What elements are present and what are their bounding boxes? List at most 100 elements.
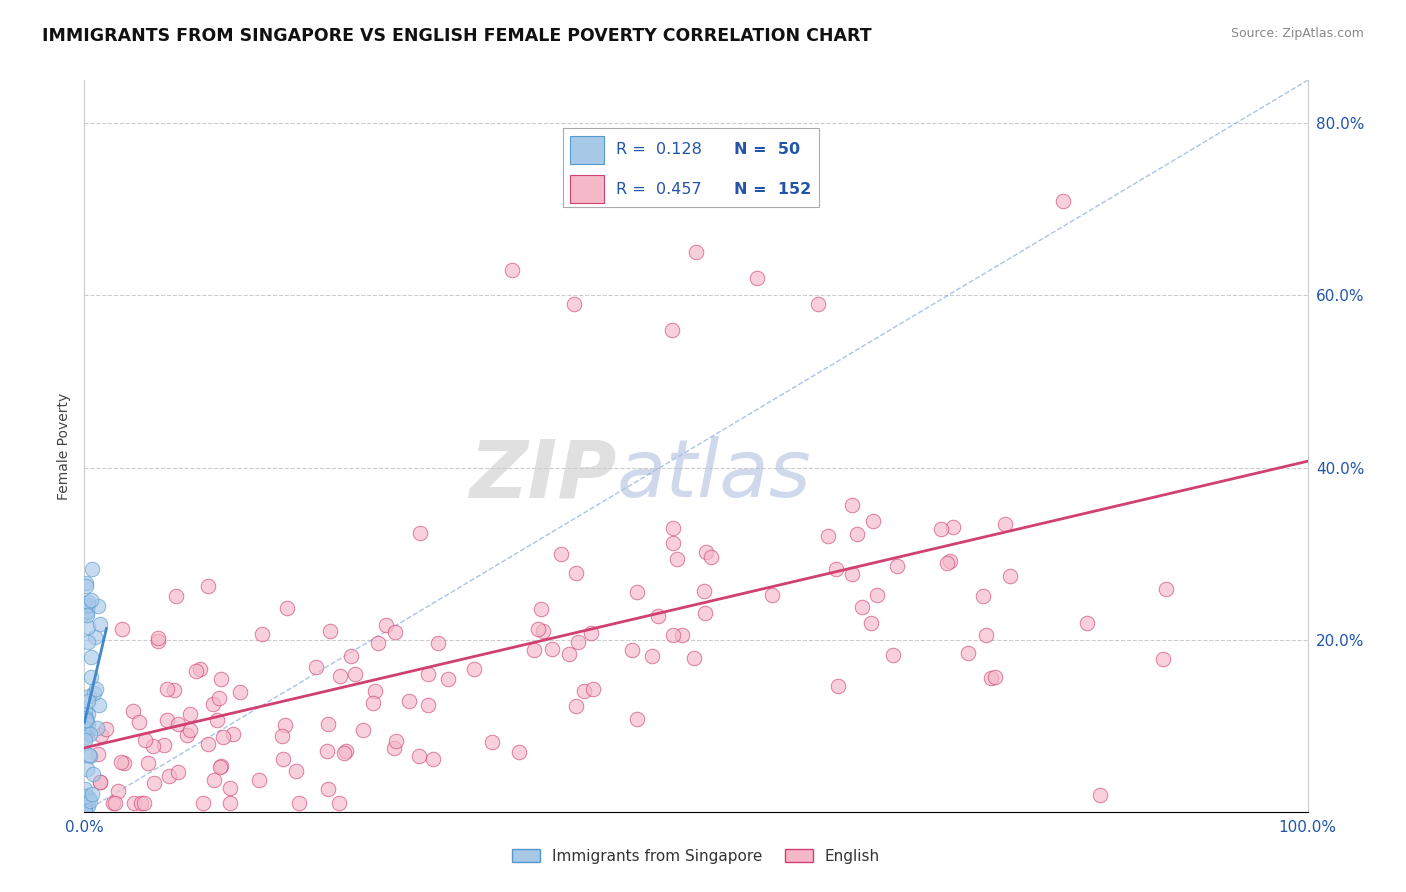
Point — [73, 804, 96, 818]
Point — [416, 698, 439, 713]
Point — [79, 670, 101, 684]
Point — [807, 297, 830, 311]
Point — [846, 526, 869, 541]
Point — [931, 522, 953, 536]
Point — [1088, 788, 1111, 802]
Point — [983, 670, 1005, 684]
Point — [142, 739, 165, 753]
Point — [567, 635, 589, 649]
Point — [75, 804, 97, 818]
Point — [101, 796, 124, 810]
Point — [76, 619, 98, 633]
Point — [87, 747, 110, 761]
Point — [437, 672, 460, 686]
Point — [134, 796, 156, 810]
Point — [75, 579, 97, 593]
Point — [148, 634, 170, 648]
Point — [976, 628, 998, 642]
Point — [994, 517, 1017, 532]
Point — [550, 547, 572, 561]
Point — [564, 566, 586, 580]
Point — [157, 769, 180, 783]
Point — [179, 723, 201, 737]
Point — [352, 723, 374, 738]
Point — [572, 684, 595, 698]
Point — [129, 796, 152, 810]
Point — [104, 796, 127, 810]
Point — [502, 262, 524, 277]
Point — [565, 698, 588, 713]
Point — [89, 775, 111, 789]
Point — [76, 595, 98, 609]
Point — [827, 679, 849, 693]
Point — [77, 689, 100, 703]
Point — [80, 649, 103, 664]
Point — [328, 796, 350, 810]
Point — [882, 648, 904, 663]
Point — [89, 698, 111, 712]
Point — [886, 559, 908, 574]
Point — [956, 647, 979, 661]
Point — [683, 651, 706, 665]
Point — [316, 717, 339, 731]
Point — [841, 567, 863, 582]
Point — [747, 271, 769, 285]
Point — [76, 707, 98, 722]
Point — [83, 631, 105, 645]
Point — [73, 721, 96, 735]
Point — [665, 551, 688, 566]
Point — [329, 669, 352, 683]
Point — [107, 784, 129, 798]
Point — [862, 514, 884, 528]
Point — [621, 643, 644, 657]
Point — [384, 625, 406, 640]
Point — [76, 608, 98, 623]
Point — [340, 649, 363, 664]
Point — [165, 589, 187, 603]
Point — [75, 723, 97, 737]
Point — [110, 755, 132, 769]
Point — [76, 604, 98, 618]
Point — [176, 728, 198, 742]
Point — [89, 616, 111, 631]
Point — [191, 796, 214, 810]
Point — [866, 588, 889, 602]
Point — [76, 799, 98, 814]
Text: N =  152: N = 152 — [734, 182, 811, 197]
Point — [205, 713, 228, 727]
Point — [134, 733, 156, 747]
Point — [83, 686, 105, 700]
Point — [86, 721, 108, 735]
Point — [143, 776, 166, 790]
Point — [579, 626, 602, 640]
Point — [938, 554, 960, 568]
Point — [288, 796, 311, 810]
Point — [212, 731, 235, 745]
Point — [398, 694, 420, 708]
Point — [385, 733, 408, 747]
Point — [817, 529, 839, 543]
Point — [79, 727, 101, 741]
Point — [76, 762, 98, 776]
Point — [695, 607, 717, 621]
Point — [1076, 615, 1098, 630]
Point — [156, 713, 179, 727]
Point — [361, 696, 384, 710]
Point — [335, 744, 357, 758]
Point — [77, 634, 100, 648]
Point — [76, 716, 98, 731]
Point — [409, 526, 432, 541]
Point — [146, 632, 169, 646]
Point — [529, 601, 551, 615]
Point — [76, 599, 98, 614]
Point — [79, 794, 101, 808]
Point — [671, 628, 693, 642]
Point — [1152, 652, 1174, 666]
Point — [1156, 582, 1178, 597]
Point — [319, 624, 342, 639]
Point — [122, 704, 145, 718]
Point — [558, 647, 581, 661]
Point — [75, 711, 97, 725]
Text: IMMIGRANTS FROM SINGAPORE VS ENGLISH FEMALE POVERTY CORRELATION CHART: IMMIGRANTS FROM SINGAPORE VS ENGLISH FEM… — [42, 27, 872, 45]
Point — [841, 498, 863, 512]
